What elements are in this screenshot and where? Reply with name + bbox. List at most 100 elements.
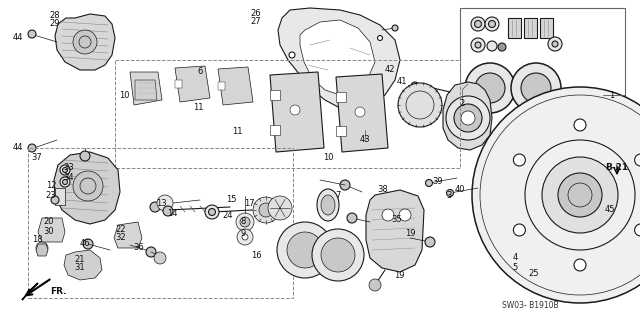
Text: 16: 16	[251, 251, 261, 261]
Text: 24: 24	[223, 211, 233, 219]
Circle shape	[242, 234, 248, 240]
Circle shape	[51, 196, 59, 204]
Circle shape	[83, 239, 93, 249]
Polygon shape	[270, 125, 280, 135]
Circle shape	[542, 157, 618, 233]
Polygon shape	[55, 188, 65, 205]
Polygon shape	[270, 90, 280, 100]
Ellipse shape	[321, 195, 335, 215]
Text: 45: 45	[605, 205, 615, 214]
Circle shape	[511, 63, 561, 113]
Circle shape	[73, 30, 97, 54]
Text: 37: 37	[31, 152, 42, 161]
Text: 14: 14	[167, 210, 177, 219]
Text: 2: 2	[460, 99, 465, 108]
Text: 12: 12	[45, 181, 56, 189]
Circle shape	[471, 38, 485, 52]
Circle shape	[157, 195, 173, 211]
Text: 18: 18	[32, 235, 42, 244]
Circle shape	[475, 42, 481, 48]
Circle shape	[487, 41, 497, 51]
Circle shape	[471, 17, 485, 31]
Circle shape	[521, 73, 551, 103]
Polygon shape	[135, 80, 157, 100]
Ellipse shape	[317, 189, 339, 221]
Circle shape	[513, 154, 525, 166]
Circle shape	[475, 73, 505, 103]
Circle shape	[80, 178, 96, 194]
Text: FR.: FR.	[50, 287, 67, 296]
Circle shape	[63, 180, 67, 184]
Text: 39: 39	[433, 177, 444, 187]
Circle shape	[163, 206, 173, 216]
Circle shape	[73, 171, 103, 201]
Polygon shape	[36, 244, 48, 256]
Circle shape	[287, 232, 323, 268]
Text: 31: 31	[75, 263, 85, 272]
Polygon shape	[278, 8, 400, 110]
Circle shape	[146, 247, 156, 257]
Text: 15: 15	[226, 196, 236, 204]
Circle shape	[574, 119, 586, 131]
Circle shape	[312, 229, 364, 281]
Circle shape	[552, 41, 558, 47]
Text: 41: 41	[397, 78, 407, 86]
Circle shape	[237, 229, 253, 245]
Circle shape	[209, 209, 216, 216]
Circle shape	[36, 242, 48, 254]
Circle shape	[347, 213, 357, 223]
Text: 21: 21	[75, 255, 85, 263]
Circle shape	[446, 96, 490, 140]
Text: 44: 44	[13, 144, 23, 152]
Circle shape	[485, 17, 499, 31]
Circle shape	[205, 205, 219, 219]
Circle shape	[548, 37, 562, 51]
Circle shape	[378, 35, 383, 41]
Polygon shape	[22, 283, 38, 300]
Text: 19: 19	[404, 229, 415, 239]
Polygon shape	[443, 82, 492, 150]
Circle shape	[150, 202, 160, 212]
Circle shape	[60, 165, 70, 175]
Text: 25: 25	[529, 269, 540, 278]
Polygon shape	[270, 72, 324, 152]
Text: 20: 20	[44, 218, 54, 226]
Circle shape	[374, 78, 378, 83]
Text: 4: 4	[513, 254, 518, 263]
Circle shape	[425, 237, 435, 247]
Polygon shape	[64, 250, 102, 280]
Text: 19: 19	[394, 271, 404, 279]
Text: 5: 5	[513, 263, 518, 271]
Circle shape	[447, 189, 454, 197]
Circle shape	[411, 82, 419, 90]
Text: 36: 36	[134, 242, 145, 251]
Text: 23: 23	[45, 190, 56, 199]
Text: 11: 11	[232, 127, 243, 136]
Text: 8: 8	[240, 218, 246, 226]
Text: 44: 44	[13, 33, 23, 42]
Polygon shape	[508, 18, 521, 38]
Polygon shape	[524, 18, 537, 38]
Circle shape	[392, 25, 398, 31]
Circle shape	[28, 144, 36, 152]
Circle shape	[236, 213, 254, 231]
Circle shape	[63, 167, 67, 173]
Text: 33: 33	[63, 164, 74, 173]
Text: 46: 46	[80, 239, 90, 248]
Circle shape	[253, 197, 279, 223]
Circle shape	[558, 173, 602, 217]
Bar	[28, 148, 293, 298]
Text: 13: 13	[156, 198, 166, 207]
Text: 17: 17	[244, 199, 254, 209]
Text: 3: 3	[446, 190, 452, 199]
Circle shape	[292, 75, 298, 81]
Circle shape	[426, 180, 433, 187]
Circle shape	[277, 222, 333, 278]
Text: 34: 34	[64, 174, 74, 182]
Text: B-21: B-21	[605, 164, 628, 173]
Text: 43: 43	[360, 136, 371, 145]
Text: 1: 1	[609, 91, 614, 100]
Circle shape	[259, 203, 273, 217]
Circle shape	[321, 238, 355, 272]
Circle shape	[574, 259, 586, 271]
